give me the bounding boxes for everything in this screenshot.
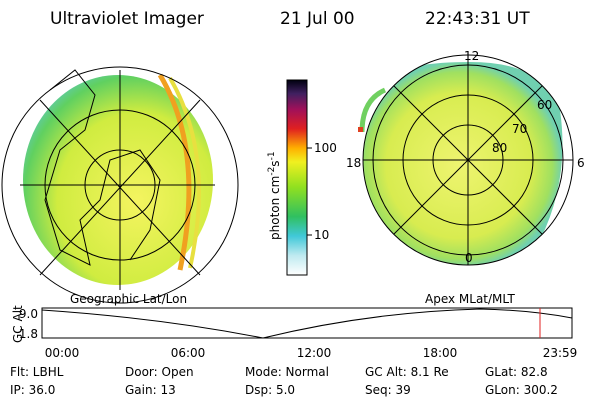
lat-label: 80 [492,141,507,155]
orbit-xtick: 18:00 [423,346,458,360]
label-mid: s [268,160,282,166]
orbit-xtick: 23:59 [543,346,578,360]
date: 21 Jul 00 [280,9,355,29]
colorbar-tick-label: 100 [314,141,337,155]
orbit-xtick: 00:00 [45,346,80,360]
title: Ultraviolet Imager [50,9,204,29]
footer-field: Gain: 13 [125,383,176,397]
footer-field: Seq: 39 [365,383,411,397]
orbit-frame [41,307,573,339]
orbit-ytick: 1.8 [19,327,38,341]
colorbar-label: photon cm-2s-1 [267,151,282,240]
right-caption: Apex MLat/MLT [425,292,515,306]
orbit-xtick: 12:00 [297,346,332,360]
footer-field: IP: 36.0 [10,383,55,397]
orbit-xtick: 06:00 [171,346,206,360]
mlt-label: 6 [577,156,585,170]
label-exp: -2 [267,167,277,176]
mlt-label: 18 [346,156,361,170]
footer-field: GC Alt: 8.1 Re [365,365,449,379]
colorbar-tick-label: 10 [314,228,329,242]
footer-field: Dsp: 5.0 [245,383,295,397]
orbit-xticks: 00:00 06:00 12:00 18:00 23:59 [45,346,578,360]
left-caption: Geographic Lat/Lon [70,292,187,306]
orbit-ylabel: GC Alt [11,305,25,343]
orbit-ytick: 9.0 [19,307,38,321]
footer-field: Door: Open [125,365,194,379]
footer: Flt: LBHL Door: Open Mode: Normal GC Alt: 8… [10,365,558,397]
mlt-label: 12 [464,49,479,63]
footer-field: GLat: 82.8 [485,365,548,379]
left-image [1,66,239,304]
footer-field: Mode: Normal [245,365,329,379]
orbit-curve [41,308,573,339]
mlt-label: 0 [465,251,473,265]
lat-label: 70 [512,122,527,136]
footer-field: GLon: 300.2 [485,383,558,397]
colorbar [286,79,308,276]
right-image [358,54,574,266]
label-base: photon cm [268,176,282,240]
lat-label: 60 [537,98,552,112]
label-exp: -1 [267,151,277,160]
time: 22:43:31 UT [425,9,530,29]
footer-field: Flt: LBHL [10,365,64,379]
